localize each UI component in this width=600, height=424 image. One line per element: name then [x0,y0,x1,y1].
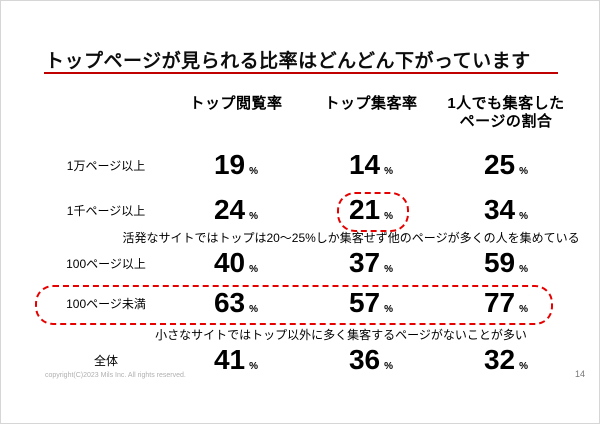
percent-sign: % [249,303,259,315]
value-cell-circled: 21 % [301,191,441,229]
value-cell: 32 % [441,343,571,377]
row-label: 1万ページ以上 [66,158,146,173]
data-table: トップ閲覧率 トップ集客率 1人でも集客した ページの割合 1万ページ以上 19… [41,89,580,377]
value-number: 32 [483,344,516,375]
value-cell: 36 % [301,343,441,377]
value-number: 59 [483,247,516,278]
column-header-top-view-rate: トップ閲覧率 [189,95,283,112]
value-number: 57 [348,287,381,318]
value-number: 77 [483,287,516,318]
page-number: 14 [574,369,585,379]
percent-sign: % [519,165,529,177]
header-spacer [41,89,171,139]
value-number: 14 [348,149,381,180]
value-number: 34 [483,194,516,225]
annotation-active-sites: 活発なサイトではトップは20〜25%しか集客せず他のページが多くの人を集めている [122,230,580,245]
value-number: 21 [348,194,381,225]
value-cell: 59 % [441,245,571,281]
percent-sign: % [519,210,529,222]
copyright-text: copyright(C)2023 Mils Inc. All rights re… [45,372,186,379]
column-header-pages-with-visitors: 1人でも集客した ページの割合 [447,95,565,130]
value-number: 24 [213,194,246,225]
value-cell: 14 % [301,139,441,191]
percent-sign: % [519,303,529,315]
value-number: 40 [213,247,246,278]
percent-sign: % [384,210,394,222]
annotation-small-sites: 小さなサイトではトップ以外に多く集客するページがないことが多い [155,327,527,342]
row-label: 100ページ未満 [66,296,146,311]
value-cell: 40 % [171,245,301,281]
row-label: 全体 [93,353,118,368]
percent-sign: % [519,360,529,372]
value-cell: 24 % [171,191,301,229]
value-number: 37 [348,247,381,278]
title-underline [44,72,558,74]
percent-sign: % [384,360,394,372]
value-number: 36 [348,344,381,375]
percent-sign: % [384,263,394,275]
value-number: 25 [483,149,516,180]
page-title: トップページが見られる比率はどんどん下がっています [45,51,531,72]
percent-sign: % [384,303,394,315]
percent-sign: % [249,360,259,372]
value-cell: 37 % [301,245,441,281]
row-label: 100ページ以上 [66,256,146,271]
value-cell: 41 % [171,343,301,377]
value-cell: 34 % [441,191,571,229]
percent-sign: % [519,263,529,275]
percent-sign: % [249,263,259,275]
value-cell: 63 % [171,281,301,325]
percent-sign: % [249,165,259,177]
value-number: 63 [213,287,246,318]
value-cell: 77 % [441,281,571,325]
value-number: 41 [213,344,246,375]
value-cell: 19 % [171,139,301,191]
value-cell: 25 % [441,139,571,191]
column-header-top-attract-rate: トップ集客率 [324,95,418,112]
value-number: 19 [213,149,246,180]
row-label: 1千ページ以上 [66,203,146,218]
percent-sign: % [249,210,259,222]
value-cell: 57 % [301,281,441,325]
percent-sign: % [384,165,394,177]
